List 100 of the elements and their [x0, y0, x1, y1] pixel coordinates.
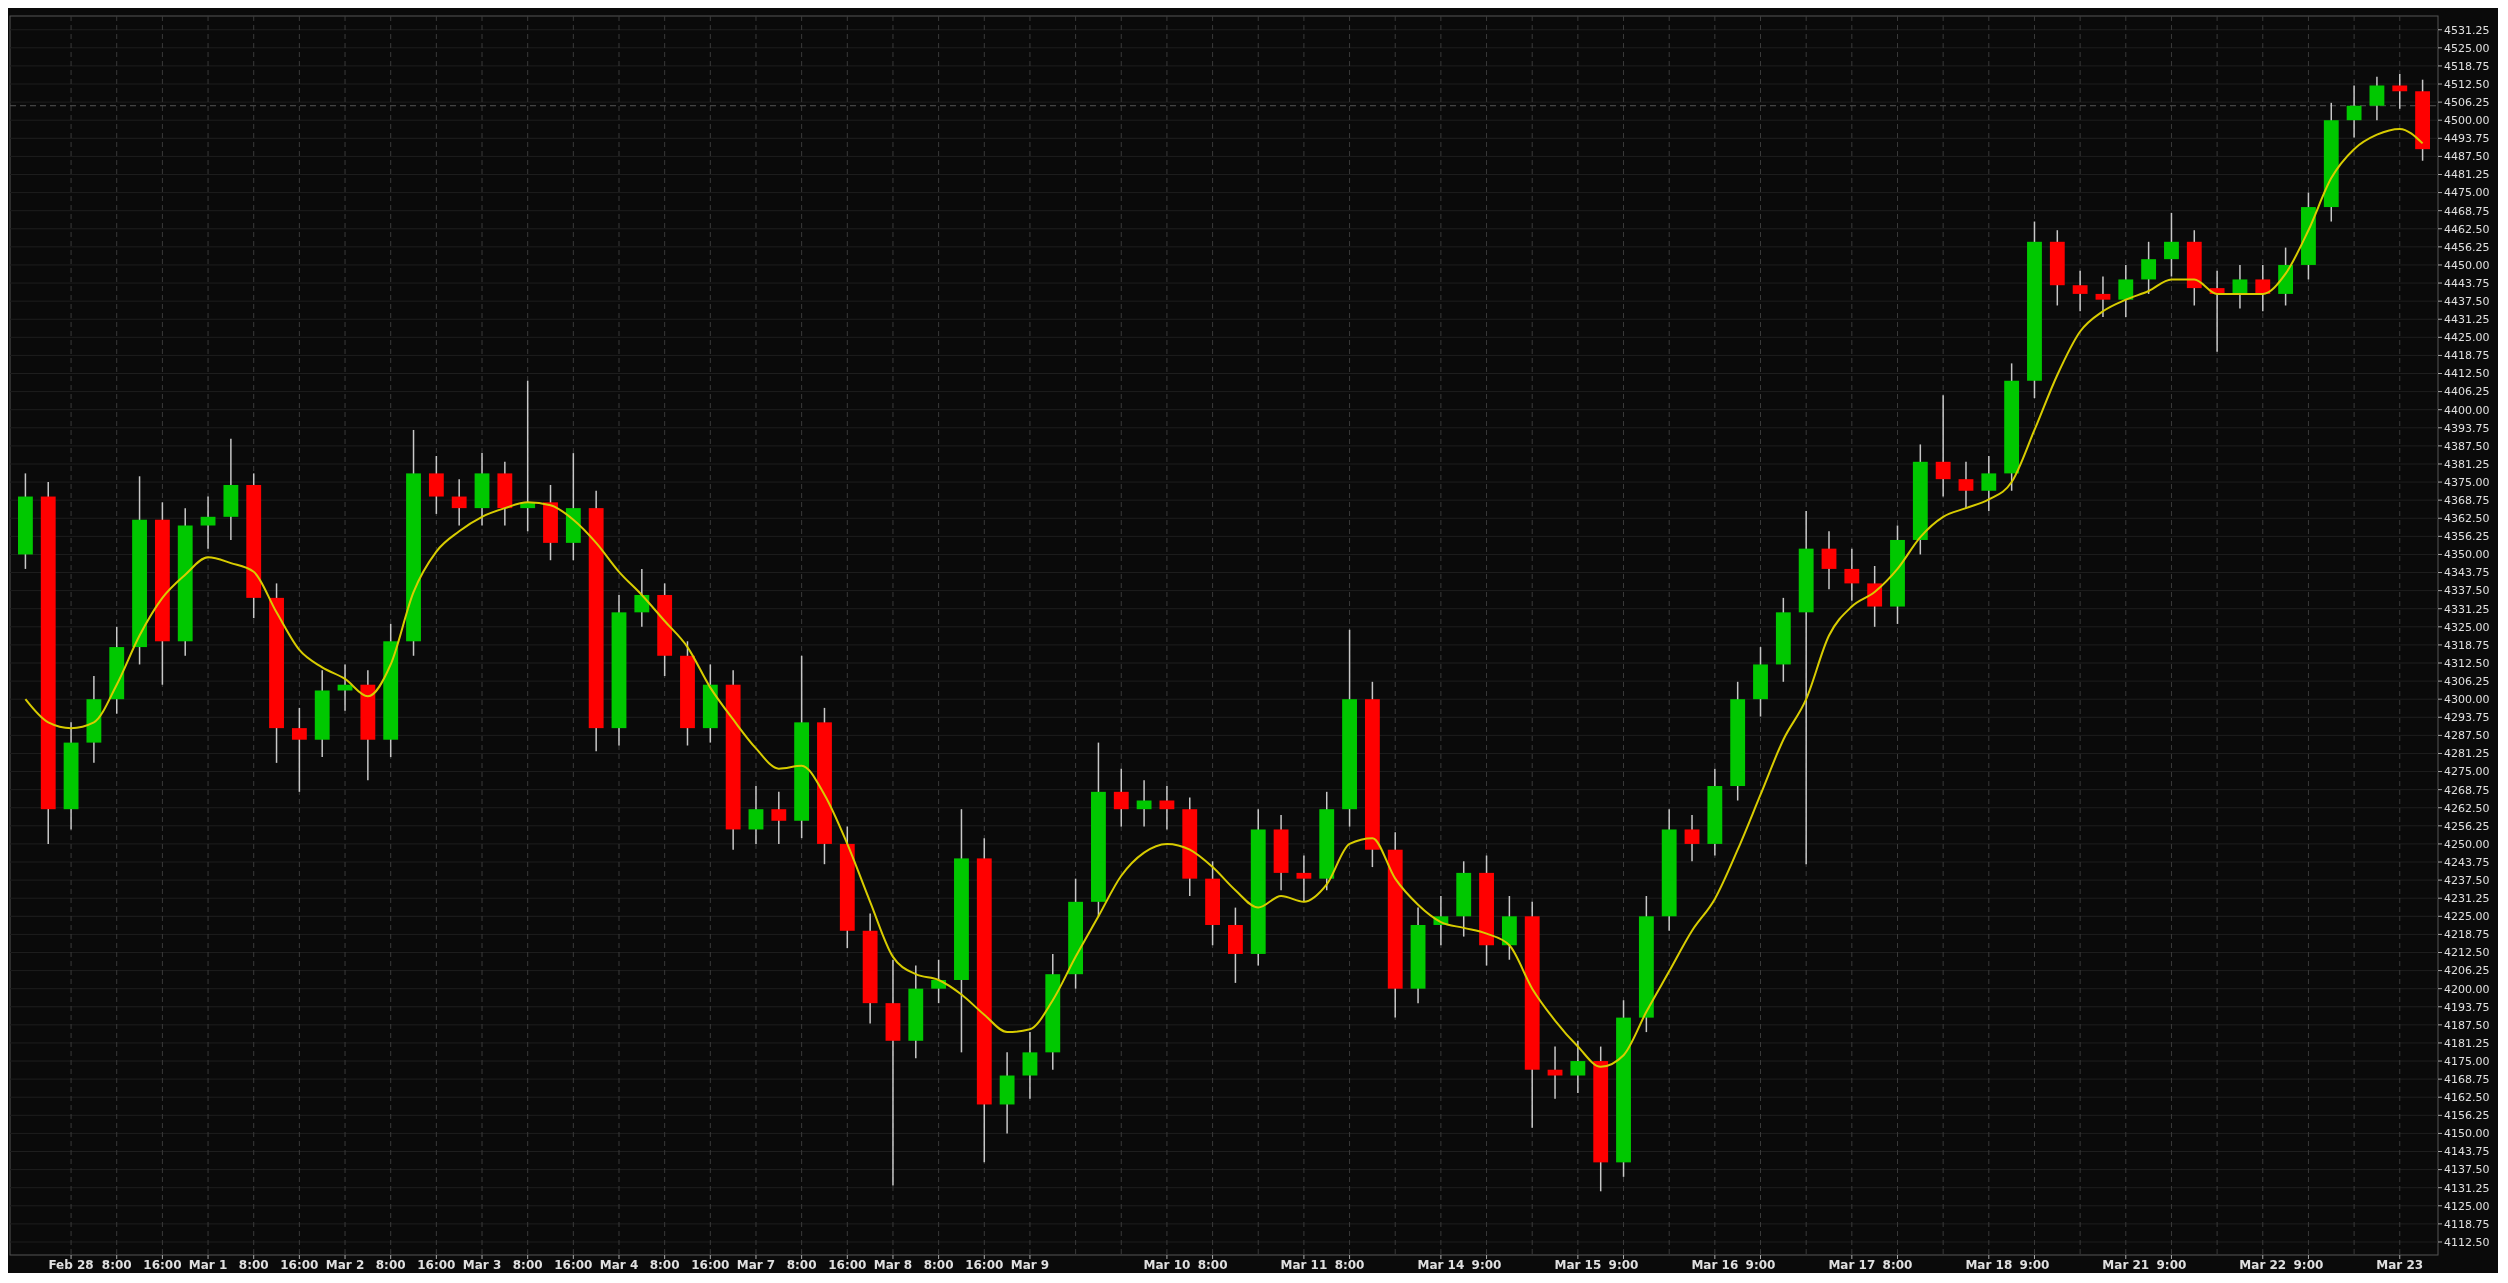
x-tick-label: Mar 7 — [736, 1258, 776, 1272]
y-tick-label: 4287.50 — [2444, 729, 2490, 743]
y-tick-label: 4518.75 — [2444, 59, 2490, 73]
y-tick-label: 4431.25 — [2444, 313, 2490, 327]
y-tick-label: 4237.50 — [2444, 873, 2490, 887]
candlestick — [1844, 547, 1860, 602]
y-tick-label: 4387.50 — [2444, 439, 2490, 453]
x-tick-label: Mar 11 — [1280, 1258, 1328, 1272]
x-tick-label: 8:00 — [512, 1258, 543, 1272]
candlestick — [1958, 461, 1974, 509]
x-tick-label: Mar 21 — [2102, 1258, 2150, 1272]
y-tick-label: 4131.25 — [2444, 1181, 2490, 1195]
candlestick — [634, 568, 650, 628]
x-tick-label: 9:00 — [1745, 1258, 1776, 1272]
y-tick-label: 4200.00 — [2444, 982, 2490, 996]
y-tick-label: 4168.75 — [2444, 1072, 2490, 1086]
y-tick-label: 4331.25 — [2444, 602, 2490, 616]
candlestick — [1022, 1031, 1038, 1100]
y-tick-label: 4412.50 — [2444, 367, 2490, 381]
y-tick-label: 4512.50 — [2444, 77, 2490, 91]
y-tick-label: 4418.75 — [2444, 349, 2490, 363]
y-tick-label: 4462.50 — [2444, 222, 2490, 236]
x-tick-label: 16:00 — [280, 1258, 319, 1272]
y-tick-label: 4156.25 — [2444, 1109, 2490, 1123]
y-tick-label: 4206.25 — [2444, 964, 2490, 978]
y-tick-label: 4437.50 — [2444, 294, 2490, 308]
candlestick — [1867, 565, 1883, 628]
y-tick-label: 4525.00 — [2444, 41, 2490, 55]
candlestick — [1136, 779, 1152, 828]
y-tick-label: 4300.00 — [2444, 693, 2490, 707]
candlestick — [2072, 270, 2088, 313]
x-tick-label: 8:00 — [1334, 1258, 1365, 1272]
x-tick-label: 8:00 — [649, 1258, 680, 1272]
y-tick-label: 4500.00 — [2444, 114, 2490, 128]
y-tick-label: 4443.75 — [2444, 276, 2490, 290]
y-tick-label: 4218.75 — [2444, 928, 2490, 942]
candlestick — [291, 707, 307, 793]
x-tick-label: 8:00 — [786, 1258, 817, 1272]
y-tick-label: 4468.75 — [2444, 204, 2490, 218]
y-tick-label: 4337.50 — [2444, 584, 2490, 598]
x-tick-label: Mar 4 — [599, 1258, 639, 1272]
y-tick-label: 4425.00 — [2444, 331, 2490, 345]
x-tick-label: 16:00 — [417, 1258, 456, 1272]
y-tick-label: 4400.00 — [2444, 403, 2490, 417]
x-tick-label: Mar 8 — [873, 1258, 913, 1272]
y-tick-label: 4362.50 — [2444, 512, 2490, 526]
y-tick-label: 4343.75 — [2444, 566, 2490, 580]
y-tick-label: 4243.75 — [2444, 855, 2490, 869]
y-tick-label: 4475.00 — [2444, 186, 2490, 200]
x-tick-label: 8:00 — [375, 1258, 406, 1272]
y-tick-label: 4250.00 — [2444, 837, 2490, 851]
y-tick-label: 4368.75 — [2444, 494, 2490, 508]
y-tick-label: 4312.50 — [2444, 656, 2490, 670]
candlestick — [1684, 814, 1700, 863]
y-tick-label: 4118.75 — [2444, 1217, 2490, 1231]
y-tick-label: 4268.75 — [2444, 783, 2490, 797]
x-tick-label: Feb 28 — [48, 1258, 94, 1272]
y-tick-label: 4193.75 — [2444, 1000, 2490, 1014]
candlestick — [1981, 455, 1997, 512]
x-tick-label: Mar 17 — [1828, 1258, 1876, 1272]
y-tick-label: 4506.25 — [2444, 95, 2490, 109]
x-tick-label: Mar 1 — [188, 1258, 228, 1272]
x-tick-label: Mar 18 — [1965, 1258, 2013, 1272]
y-tick-label: 4325.00 — [2444, 620, 2490, 634]
y-tick-label: 4175.00 — [2444, 1054, 2490, 1068]
x-tick-label: 9:00 — [2156, 1258, 2187, 1272]
x-tick-label: 16:00 — [691, 1258, 730, 1272]
candlestick — [2392, 73, 2408, 110]
x-tick-label: 16:00 — [554, 1258, 593, 1272]
y-tick-label: 4406.25 — [2444, 385, 2490, 399]
candlestick — [931, 958, 947, 1004]
x-tick-label: Mar 2 — [325, 1258, 365, 1272]
candlestick — [2369, 76, 2385, 121]
y-tick-label: 4487.50 — [2444, 150, 2490, 164]
y-tick-label: 4112.50 — [2444, 1235, 2490, 1249]
x-tick-label: 8:00 — [238, 1258, 269, 1272]
x-tick-label: 8:00 — [101, 1258, 132, 1272]
y-tick-label: 4275.00 — [2444, 765, 2490, 779]
candlestick — [1296, 854, 1312, 903]
x-tick-label: 9:00 — [2019, 1258, 2050, 1272]
candlestick — [2346, 84, 2362, 139]
y-tick-label: 4393.75 — [2444, 421, 2490, 435]
candlestick — [451, 478, 467, 527]
x-tick-label: 8:00 — [923, 1258, 954, 1272]
y-tick-label: 4350.00 — [2444, 548, 2490, 562]
x-tick-label: 16:00 — [965, 1258, 1004, 1272]
x-tick-label: Mar 10 — [1143, 1258, 1191, 1272]
candlestick — [771, 791, 787, 845]
candlestick — [2095, 275, 2111, 318]
y-tick-label: 4481.25 — [2444, 168, 2490, 182]
y-tick-label: 4456.25 — [2444, 240, 2490, 254]
y-tick-label: 4256.25 — [2444, 819, 2490, 833]
y-tick-label: 4143.75 — [2444, 1145, 2490, 1159]
y-tick-label: 4212.50 — [2444, 946, 2490, 960]
x-tick-label: Mar 9 — [1010, 1258, 1050, 1272]
y-tick-label: 4381.25 — [2444, 457, 2490, 471]
x-tick-label: 16:00 — [828, 1258, 867, 1272]
y-tick-label: 4225.00 — [2444, 910, 2490, 924]
y-tick-label: 4531.25 — [2444, 23, 2490, 37]
candlestick — [1821, 530, 1837, 590]
